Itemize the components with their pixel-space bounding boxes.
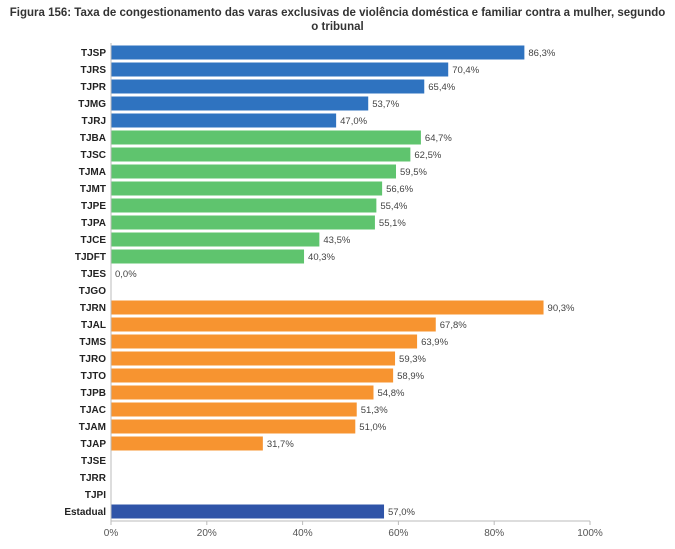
value-label: 47,0% [340, 116, 367, 127]
bar [111, 62, 449, 77]
value-label: 0,0% [115, 269, 137, 280]
value-label: 55,1% [379, 218, 406, 229]
value-label: 59,3% [399, 354, 426, 365]
category-label: TJAL [81, 320, 106, 331]
category-label: Estadual [64, 507, 106, 518]
category-label: TJMS [79, 337, 106, 348]
category-label: TJES [81, 269, 106, 280]
chart-title: Figura 156: Taxa de congestionamento das… [0, 6, 675, 34]
chart-title-line-1: Figura 156: Taxa de congestionamento das… [9, 7, 666, 19]
value-label: 54,8% [377, 388, 404, 399]
value-label: 31,7% [267, 439, 294, 450]
bar [111, 232, 320, 247]
value-label: 51,0% [359, 422, 386, 433]
value-label: 40,3% [308, 252, 335, 263]
category-label: TJPR [80, 82, 106, 93]
bar [111, 436, 263, 451]
value-label: 63,9% [421, 337, 448, 348]
bar [111, 181, 383, 196]
value-label: 51,3% [361, 405, 388, 416]
category-label: TJAP [80, 439, 106, 450]
bar [111, 419, 356, 434]
value-label: 70,4% [452, 65, 479, 76]
category-label: TJPA [81, 218, 106, 229]
category-label: TJAC [80, 405, 106, 416]
category-label: TJRR [80, 473, 107, 484]
bar [111, 351, 396, 366]
bar [111, 96, 369, 111]
category-label: TJPI [85, 490, 106, 501]
category-label: TJPE [81, 201, 106, 212]
bar [111, 504, 385, 519]
value-label: 43,5% [323, 235, 350, 246]
bar [111, 198, 377, 213]
bar [111, 215, 375, 230]
x-tick-label: 60% [388, 528, 408, 539]
value-label: 59,5% [400, 167, 427, 178]
value-label: 65,4% [428, 82, 455, 93]
bar [111, 113, 337, 128]
bar [111, 385, 374, 400]
value-label: 62,5% [414, 150, 441, 161]
category-label: TJSE [81, 456, 106, 467]
category-label: TJCE [80, 235, 106, 246]
category-label: TJTO [81, 371, 107, 382]
bar [111, 164, 397, 179]
value-label: 57,0% [388, 507, 415, 518]
value-label: 55,4% [380, 201, 407, 212]
x-tick-label: 80% [484, 528, 504, 539]
bar [111, 334, 418, 349]
value-label: 64,7% [425, 133, 452, 144]
value-label: 86,3% [528, 48, 555, 59]
category-label: TJRO [79, 354, 106, 365]
bar [111, 130, 421, 145]
value-label: 90,3% [548, 303, 575, 314]
category-label: TJMT [80, 184, 106, 195]
category-label: TJDFT [75, 252, 106, 263]
x-tick-label: 20% [197, 528, 217, 539]
category-label: TJPB [80, 388, 106, 399]
bar [111, 79, 425, 94]
category-label: TJBA [80, 133, 106, 144]
category-label: TJRN [80, 303, 106, 314]
value-label: 58,9% [397, 371, 424, 382]
category-label: TJSC [80, 150, 106, 161]
x-tick-label: 0% [104, 528, 119, 539]
category-label: TJMA [79, 167, 106, 178]
category-label: TJRJ [82, 116, 106, 127]
bar [111, 249, 305, 264]
category-label: TJGO [79, 286, 106, 297]
bar [111, 317, 436, 332]
value-label: 56,6% [386, 184, 413, 195]
bar [111, 147, 411, 162]
category-label: TJRS [80, 65, 106, 76]
bar [111, 300, 544, 315]
bar [111, 368, 394, 383]
category-label: TJAM [79, 422, 106, 433]
value-label: 53,7% [372, 99, 399, 110]
x-tick-label: 40% [293, 528, 313, 539]
x-tick-label: 100% [577, 528, 603, 539]
bar [111, 402, 357, 417]
value-label: 67,8% [440, 320, 467, 331]
bar [111, 45, 525, 60]
category-label: TJMG [78, 99, 106, 110]
category-label: TJSP [81, 48, 106, 59]
chart-title-line-2: o tribunal [311, 21, 364, 33]
